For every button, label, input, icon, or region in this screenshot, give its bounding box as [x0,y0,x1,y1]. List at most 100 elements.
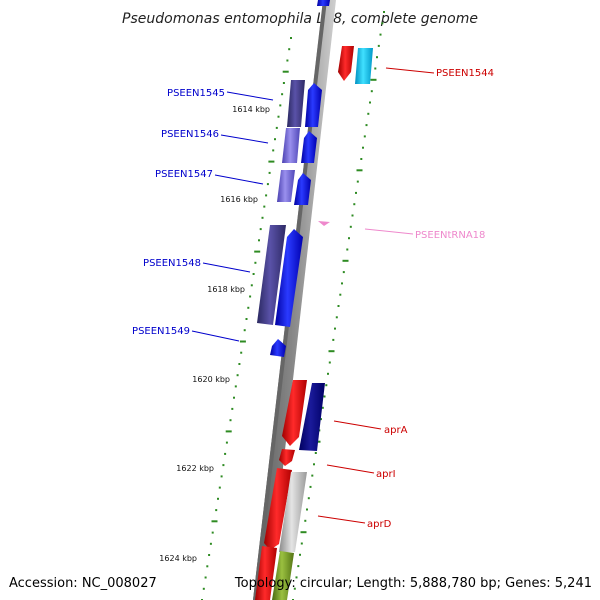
kbp-labels: 1614 kbp 1616 kbp 1618 kbp 1620 kbp 1622… [159,105,270,563]
minor-tick [342,271,345,274]
minor-tick [367,112,370,115]
gene-pseen1547-a[interactable] [277,170,295,202]
minor-tick [297,565,300,568]
gene-pseen1546[interactable] [301,131,317,163]
minor-tick [369,101,371,104]
gene-aprD-red[interactable] [264,468,292,550]
kbp-label: 1618 kbp [207,285,245,294]
minor-tick [220,475,223,478]
gene-pseen1544[interactable] [355,48,373,84]
minor-tick [346,248,349,251]
minor-tick [383,11,385,13]
minor-tick [339,293,342,296]
major-tick [254,250,261,253]
label-pseen1549[interactable]: PSEEN1549 [132,326,190,337]
minor-tick [356,180,359,183]
label-aprA[interactable]: aprA [384,425,408,436]
minor-tick [233,396,235,399]
major-tick [370,78,377,81]
minor-tick [348,237,350,240]
major-tick [356,169,363,172]
minor-tick [362,146,364,149]
kbp-label: 1614 kbp [232,105,270,114]
gene-labels: PSEEN1545 PSEEN1546 PSEEN1547 PSEEN1548 … [132,68,494,530]
minor-tick [259,228,262,231]
minor-tick [209,542,212,545]
minor-tick [377,44,380,47]
major-tick [342,259,349,262]
gene-pseen1549[interactable] [270,339,286,357]
minor-tick [363,135,366,138]
gene-pseen1546-a[interactable] [282,128,300,163]
gene-aprD[interactable] [279,472,307,552]
minor-tick [332,338,335,341]
kbp-label: 1620 kbp [192,375,230,384]
major-tick [300,531,307,534]
minor-tick [234,385,237,388]
minor-tick [299,553,301,556]
kbp-label: 1624 kbp [159,554,197,563]
label-pseen1545[interactable]: PSEEN1545 [167,88,225,99]
minor-tick [311,474,314,477]
gene-top-partial[interactable] [317,0,330,6]
gene-aprA[interactable] [299,383,325,451]
gene-pseen1545-a[interactable] [287,80,305,127]
minor-tick [327,372,329,375]
minor-tick [263,205,266,208]
minor-tick [360,158,363,160]
minor-tick [208,554,211,556]
minor-tick [370,90,373,93]
minor-tick [274,138,276,141]
gene-pseen1548-a[interactable] [257,225,286,325]
minor-tick [295,576,298,579]
gene-trna18[interactable] [318,221,330,226]
minor-tick [349,225,352,228]
minor-tick [247,306,250,309]
gene-bottom-red[interactable] [255,546,277,600]
minor-tick [254,261,257,264]
label-pseen1548[interactable]: PSEEN1548 [143,258,201,269]
gene-bottom-olive[interactable] [272,551,294,600]
minor-tick [261,216,264,219]
minor-tick [217,497,219,500]
minor-tick [328,361,331,364]
major-tick [328,350,335,353]
minor-tick [323,395,326,398]
gene-aprI[interactable] [279,449,295,466]
leader-lines [191,67,435,524]
minor-tick [277,115,280,118]
minor-tick [243,329,246,332]
gene-aprA-red[interactable] [282,380,307,446]
label-aprD[interactable]: aprD [367,519,392,530]
minor-tick [211,531,214,534]
major-tick [239,340,246,343]
gene-pseen1545[interactable] [305,83,322,127]
minor-tick [365,124,368,127]
minor-tick [236,374,239,377]
accession-text: Accession: NC_008027 [9,576,157,591]
minor-tick [341,282,343,285]
minor-tick [306,508,308,511]
minor-tick [379,33,382,36]
minor-tick [279,104,282,107]
major-tick [225,430,232,433]
minor-tick [320,418,322,421]
gene-pseen1547[interactable] [294,173,311,205]
minor-tick [293,587,296,590]
gene-pseen1544-red[interactable] [338,46,354,81]
minor-tick [238,363,241,365]
minor-tick [353,203,356,206]
minor-tick [321,406,324,409]
minor-tick [290,37,292,39]
label-trna18[interactable]: PSEENtRNA18 [415,230,485,241]
label-pseen1547[interactable]: PSEEN1547 [155,169,213,180]
minor-tick [288,48,291,51]
minor-tick [222,464,225,467]
minor-tick [245,318,248,320]
label-aprI[interactable]: aprI [376,469,396,480]
minor-tick [275,126,278,129]
minor-tick [225,441,228,444]
label-pseen1544[interactable]: PSEEN1544 [436,68,494,79]
gene-pseen1548[interactable] [275,229,303,327]
label-pseen1546[interactable]: PSEEN1546 [161,129,219,140]
